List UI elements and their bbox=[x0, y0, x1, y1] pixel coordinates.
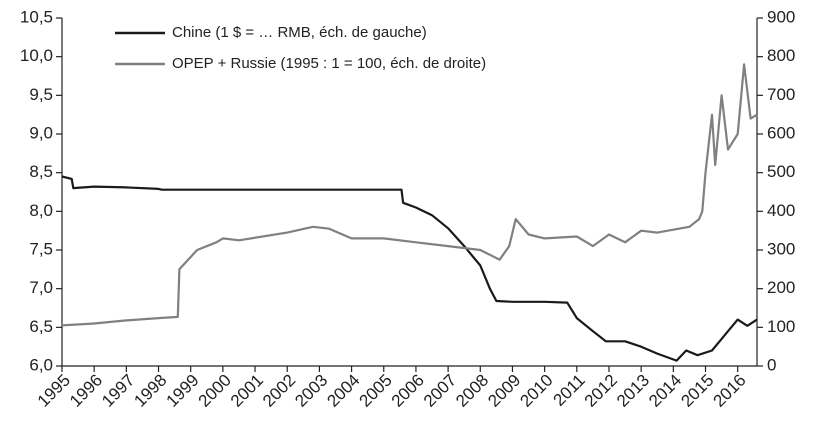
x-tick-label: 2004 bbox=[323, 371, 363, 411]
legend-label: Chine (1 $ = … RMB, éch. de gauche) bbox=[172, 24, 427, 41]
x-tick-label: 2007 bbox=[420, 371, 460, 411]
legend: Chine (1 $ = … RMB, éch. de gauche) OPEP … bbox=[115, 24, 486, 72]
y2-tick-label: 200 bbox=[767, 278, 795, 297]
x-tick-label: 1996 bbox=[66, 371, 106, 411]
x-tick-label: 2012 bbox=[581, 371, 621, 411]
y-tick-label: 8,0 bbox=[29, 201, 53, 220]
y-tick-label: 7,5 bbox=[29, 239, 53, 258]
x-tick-label: 2014 bbox=[645, 371, 685, 411]
y2-tick-label: 500 bbox=[767, 162, 795, 181]
x-tick-label: 2005 bbox=[356, 371, 396, 411]
x-tick-label: 2015 bbox=[677, 371, 717, 411]
y2-tick-label: 100 bbox=[767, 317, 795, 336]
x-tick-label: 2006 bbox=[388, 371, 428, 411]
y2-tick-label: 700 bbox=[767, 85, 795, 104]
y-tick-label: 7,0 bbox=[29, 278, 53, 297]
x-tick-label: 1995 bbox=[34, 371, 74, 411]
y2-tick-label: 400 bbox=[767, 201, 795, 220]
x-tick-label: 2013 bbox=[613, 371, 653, 411]
legend-label: OPEP + Russie (1995 : 1 = 100, éch. de d… bbox=[172, 55, 486, 72]
x-tick-label: 2016 bbox=[710, 371, 750, 411]
y2-tick-label: 0 bbox=[767, 355, 776, 374]
x-tick-label: 2010 bbox=[516, 371, 556, 411]
x-tick-label: 2011 bbox=[550, 371, 589, 410]
x-tick-label: 2000 bbox=[195, 371, 235, 411]
x-tick-label: 1999 bbox=[163, 371, 203, 411]
y-tick-label: 6,0 bbox=[29, 355, 53, 374]
y2-tick-label: 600 bbox=[767, 123, 795, 142]
series-line bbox=[61, 175, 758, 362]
x-tick-label: 2003 bbox=[291, 371, 331, 411]
y-tick-label: 10,0 bbox=[20, 46, 53, 65]
x-tick-label: 2002 bbox=[259, 371, 299, 411]
series-line bbox=[61, 63, 758, 327]
x-tick-label: 2008 bbox=[452, 371, 492, 411]
x-tick-label: 2009 bbox=[484, 371, 524, 411]
y-tick-label: 9,0 bbox=[29, 123, 53, 142]
x-tick-label: 1998 bbox=[130, 371, 170, 411]
y2-tick-label: 800 bbox=[767, 46, 795, 65]
y-tick-label: 9,5 bbox=[29, 85, 53, 104]
y2-tick-label: 300 bbox=[767, 239, 795, 258]
x-tick-label: 2001 bbox=[227, 371, 267, 411]
y-tick-label: 10,5 bbox=[20, 7, 53, 26]
y-tick-label: 8,5 bbox=[29, 162, 53, 181]
x-tick-label: 1997 bbox=[98, 371, 138, 411]
y2-tick-label: 900 bbox=[767, 7, 795, 26]
y-tick-label: 6,5 bbox=[29, 317, 53, 336]
